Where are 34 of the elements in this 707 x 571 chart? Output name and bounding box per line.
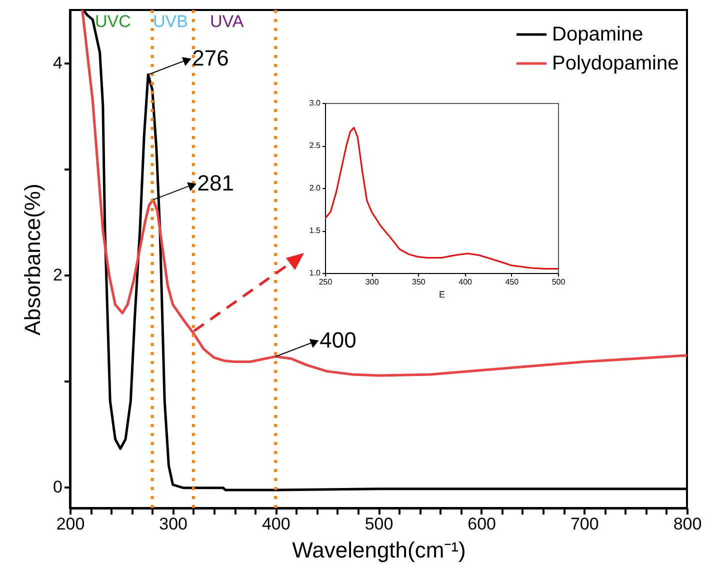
x-tick-label: 700	[570, 514, 599, 534]
legend-label: Dopamine	[552, 24, 644, 46]
x-tick-label: 300	[365, 278, 380, 286]
y-tick-label: 1.5	[309, 226, 322, 235]
line-series	[81, 10, 687, 377]
y-tick-label: 3.0	[309, 98, 322, 108]
line-series	[325, 126, 558, 270]
x-tick-label: 500	[364, 514, 394, 534]
legend-label: Polydopamine	[552, 52, 679, 74]
y-tick-label: 2.0	[309, 184, 322, 192]
annotation: UVA	[210, 12, 244, 31]
y-axis-title: Absorbance(%)	[20, 184, 46, 336]
x-tick-label: 300	[159, 514, 188, 534]
x-tick-label: 500	[552, 278, 566, 286]
y-tick-label: 4	[53, 53, 62, 72]
y-tick-label: 2	[53, 265, 62, 284]
x-tick-label: 800	[673, 514, 702, 534]
annotation: 276	[192, 46, 229, 71]
y-tick-label: 2.5	[309, 141, 322, 150]
y-tick-label: 1.0	[309, 268, 322, 278]
annotation: UVB	[153, 12, 188, 31]
x-axis-title: E	[438, 290, 446, 300]
annotation: 281	[197, 170, 234, 196]
annotation: 400	[320, 327, 356, 352]
x-tick-label: 250	[318, 278, 333, 286]
annotation: UVC	[95, 12, 131, 31]
x-tick-label: 200	[56, 514, 85, 534]
x-tick-label: 450	[505, 278, 520, 286]
x-tick-label: 400	[262, 514, 290, 534]
x-tick-label: 600	[468, 514, 496, 534]
x-tick-label: 350	[412, 278, 426, 286]
y-tick-label: 0	[53, 477, 62, 496]
x-axis-title: Wavelength(cm⁻¹)	[292, 538, 466, 562]
x-tick-label: 400	[458, 278, 473, 286]
